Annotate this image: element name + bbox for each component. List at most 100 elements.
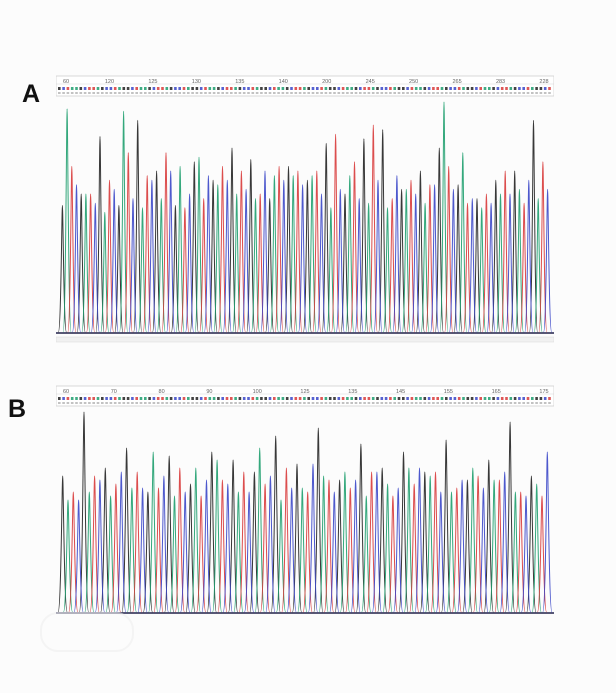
base-quality [135,402,138,404]
base-letter [199,397,203,400]
base-letter [414,87,418,90]
base-letter [539,397,543,400]
base-letter [247,397,250,400]
base-quality [191,92,194,94]
base-letter [187,397,190,400]
base-letter [535,87,538,90]
base-letter [341,397,345,400]
base-letter [505,397,508,400]
base-letter [414,397,418,400]
base-letter [496,397,500,400]
base-letter [316,397,319,400]
trace-series-C [72,170,553,333]
base-quality [341,402,345,404]
base-letter [436,87,439,90]
base-quality [307,402,310,404]
base-quality [260,92,263,94]
base-letter [290,397,293,400]
position-tick-label: 250 [409,79,418,85]
base-quality [367,402,371,404]
base-letter [324,87,328,90]
base-letter [303,87,306,90]
base-quality [488,92,491,94]
base-letter [389,87,392,90]
base-quality [298,402,302,404]
base-letter [156,397,160,400]
base-quality [96,402,100,404]
base-quality [518,402,521,404]
base-letter [483,87,487,90]
base-letter [393,397,396,400]
base-quality [427,402,431,404]
base-letter [148,397,151,400]
base-letter [496,87,500,90]
base-quality [75,402,78,404]
base-letter [328,397,332,400]
base-letter [303,397,306,400]
base-letter [500,87,504,90]
base-letter [144,397,147,400]
base-letter [376,87,379,90]
position-tick-label: 80 [159,389,165,395]
base-quality [70,92,74,94]
base-letter [393,87,396,90]
base-letter [505,87,508,90]
base-letter [212,87,216,90]
base-letter [492,87,495,90]
base-quality [174,402,177,404]
base-quality [359,402,362,404]
base-letter [58,87,61,90]
base-letter [264,397,267,400]
base-quality [247,92,250,94]
base-quality [333,92,336,94]
base-letter [195,87,199,90]
base-letter [397,397,401,400]
base-quality [148,402,151,404]
base-quality [427,92,431,94]
base-letter [148,87,151,90]
base-quality [238,92,242,94]
base-letter [307,397,310,400]
base-letter [500,397,504,400]
base-letter [131,87,134,90]
base-quality [131,402,134,404]
panel-label-a: A [22,80,41,108]
base-letter [234,87,237,90]
base-quality [453,402,457,404]
base-letter [513,87,517,90]
base-letter [449,397,452,400]
base-quality [548,92,551,94]
base-letter [204,397,207,400]
base-letter [337,87,341,90]
position-tick-label: 100 [253,389,262,395]
base-quality [346,92,349,94]
base-letter [371,87,375,90]
base-quality [488,402,491,404]
base-letter [75,87,78,90]
base-quality [277,92,280,94]
base-quality [62,92,65,94]
base-quality [96,92,100,94]
base-quality [113,92,117,94]
base-quality [182,92,186,94]
base-quality [75,92,78,94]
base-letter [427,397,431,400]
base-quality [126,92,130,94]
base-quality [66,402,70,404]
base-letter [255,397,259,400]
base-quality [505,402,508,404]
base-letter [294,87,298,90]
base-letter [135,397,138,400]
base-letter [526,87,530,90]
base-quality [178,402,181,404]
base-quality [513,402,517,404]
position-tick-label: 155 [444,389,453,395]
base-letter [96,87,100,90]
base-letter [316,87,319,90]
base-quality [208,92,212,94]
base-quality [221,402,224,404]
base-letter [187,87,190,90]
base-letter [234,397,237,400]
base-letter [363,87,366,90]
base-quality [212,92,216,94]
